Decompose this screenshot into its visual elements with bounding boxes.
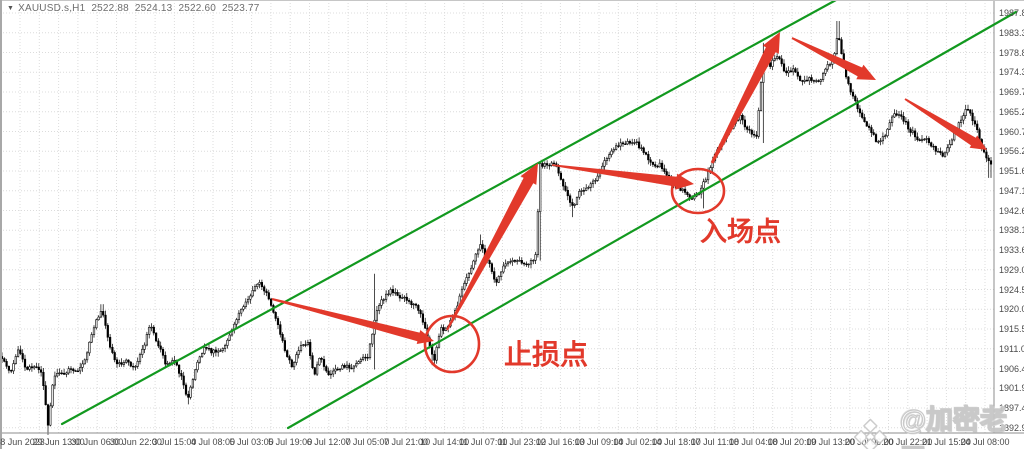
price-tick-label: 1951.65: [999, 166, 1024, 176]
price-tick-label: 1965.25: [999, 106, 1024, 117]
price-tick-label: 1924.55: [999, 284, 1024, 295]
price-tick-label: 1942.65: [999, 205, 1024, 216]
price-tick-label: 1911.00: [999, 343, 1024, 354]
price-tick-label: 1920.00: [999, 304, 1024, 315]
time-tick-label: 18 Jul 20:00: [767, 437, 817, 447]
time-tick-label: 5 Jul 19:00: [268, 437, 313, 447]
price-tick-label: 1947.15: [999, 185, 1024, 196]
price-tick-label: 1915.50: [999, 324, 1024, 334]
upper-trendline[interactable]: [60, 0, 838, 426]
quote-low: 2522.60: [178, 3, 216, 14]
price-tick-label: 1897.40: [999, 403, 1024, 413]
price-tick-label: 1901.95: [999, 383, 1024, 394]
chart-symbol-timeframe: XAUUSD.s,H1: [18, 3, 86, 14]
price-tick-label: 1956.20: [999, 146, 1024, 157]
time-tick-label: 4 Jul 08:00: [190, 437, 236, 447]
time-tick-label: 5 Jul 03:00: [229, 437, 274, 447]
time-tick-label: 18 Jul 04:00: [728, 437, 778, 447]
time-tick-label: 30 Jun 06:00: [71, 437, 124, 447]
time-tick-label: 3 Jul 15:00: [152, 437, 197, 447]
time-tick-label: 12 Jul 16:00: [535, 437, 585, 447]
chart-title: ▼ XAUUSD.s,H1 2522.88 2524.13 2522.60 252…: [7, 3, 263, 14]
price-tick-label: 1960.70: [999, 126, 1024, 137]
stop-loss-label: 止损点: [504, 339, 589, 370]
arrow-entry-to-peak-icon: [710, 32, 780, 164]
time-tick-label: 7 Jul 21:00: [383, 437, 429, 447]
price-tick-label: 1906.45: [999, 363, 1024, 374]
arrow-decline-1-icon: [791, 37, 876, 80]
time-tick-label: 17 Jul 11:00: [690, 437, 739, 447]
time-tick-label: 29 Jun 13:00: [32, 437, 85, 447]
time-tick-label: 21 Jul 15:00: [921, 437, 971, 447]
entry-label: 入场点: [700, 217, 781, 247]
time-tick-label: 7 Jul 05:00: [345, 437, 390, 447]
arrow-to-entry-icon: [551, 164, 694, 190]
price-tick-label: 1933.60: [999, 245, 1024, 255]
price-tick-label: 1983.30: [999, 27, 1024, 38]
time-tick-label: 14 Jul 18:00: [651, 437, 701, 447]
entry-circle: [670, 167, 726, 215]
arrow-rally-to-upper-icon: [446, 163, 538, 331]
window-left-edge: [0, 0, 2, 449]
stop-loss-circle: [423, 314, 481, 374]
time-tick-label: 13 Jul 09:00: [574, 437, 624, 447]
price-tick-label: 1892.90: [999, 422, 1024, 433]
time-tick-label: 14 Jul 02:00: [613, 437, 663, 447]
price-tick-label: 1929.05: [999, 264, 1024, 275]
price-tick-label: 1974.30: [999, 67, 1024, 78]
window-top-edge: [0, 0, 1024, 1]
time-tick-label: 28 Jun 2023: [0, 437, 45, 447]
chart-expander-icon[interactable]: ▼: [7, 5, 15, 12]
time-tick-label: 19 Jul 13:00: [806, 437, 856, 447]
price-axis[interactable]: 1987.85 1983.30 1978.80 1974.30 1969.75 1965.…: [996, 0, 1024, 433]
price-tick-label: 1987.85: [999, 8, 1024, 18]
quote-open: 2522.88: [91, 3, 129, 14]
arrow-decline-2-icon: [904, 98, 987, 150]
price-tick-label: 1978.80: [999, 47, 1024, 58]
time-tick-label: 24 Jul 08:00: [960, 437, 1010, 447]
arrow-to-stop-loss-icon: [271, 298, 434, 344]
time-tick-label: 6 Jul 12:00: [306, 437, 351, 447]
time-tick-label: 11 Jul 23:00: [497, 437, 546, 447]
time-tick-label: 10 Jul 14:00: [420, 437, 470, 447]
quote-high: 2524.13: [134, 3, 173, 14]
quote-close: 2523.77: [221, 3, 260, 14]
time-tick-label: 30 Jun 22:00: [109, 437, 162, 447]
time-tick-label: 20 Jul 22:00: [883, 437, 933, 447]
lower-trendline[interactable]: [286, 10, 1018, 430]
time-axis[interactable]: 28 Jun 2023 29 Jun 13:00 30 Jun 06:00 30 Ju…: [0, 434, 1024, 449]
time-tick-label: 11 Jul 07:00: [459, 437, 508, 447]
price-tick-label: 1938.10: [999, 225, 1024, 236]
price-tick-label: 1969.75: [999, 87, 1024, 97]
